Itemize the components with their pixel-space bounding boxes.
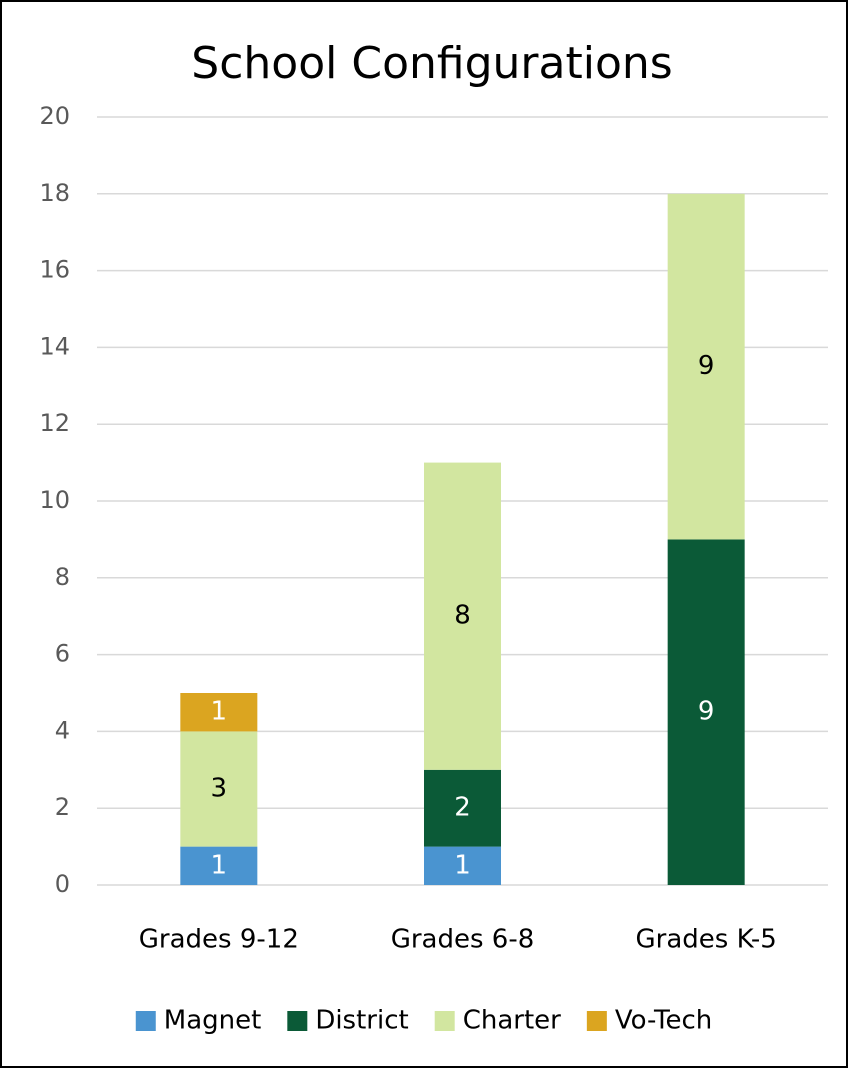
legend-swatch [135,1011,156,1031]
y-tick-label: 6 [55,640,70,668]
bar-segment [180,846,258,885]
y-tick-label: 16 [39,256,70,284]
legend-label: Magnet [164,1006,262,1036]
legend-swatch [434,1011,455,1031]
bar-segment [180,731,258,847]
legend-label: Charter [463,1006,561,1036]
bar-segment [667,193,745,540]
bar-segment [424,769,501,847]
data-label: 3 [211,774,228,804]
legend-swatch [287,1011,308,1031]
data-label: 1 [211,850,228,880]
bar-segment [424,846,501,885]
bar-segment [424,462,501,770]
x-tick-label: Grades 6-8 [391,925,535,955]
data-label: 1 [454,850,471,880]
legend-swatch [586,1011,607,1031]
y-tick-label: 12 [39,409,70,437]
y-tick-label: 10 [39,486,70,514]
y-tick-label: 0 [55,870,70,898]
y-tick-label: 2 [55,793,70,821]
y-tick-label: 14 [39,332,70,360]
y-tick-label: 4 [55,716,70,744]
legend-label: District [315,1006,408,1036]
chart-title: School Configurations [191,38,672,89]
y-tick-label: 18 [39,179,70,207]
data-label: 9 [698,351,715,381]
y-tick-label: 20 [39,102,70,130]
legend-label: Vo-Tech [615,1006,712,1036]
x-tick-label: Grades 9-12 [139,925,299,955]
bar-segment [667,539,745,885]
data-label: 8 [454,601,471,631]
y-tick-label: 8 [55,563,70,591]
x-tick-label: Grades K-5 [636,925,777,955]
data-label: 1 [211,697,228,727]
data-label: 2 [454,793,471,823]
bar-segment [180,693,258,732]
data-label: 9 [698,697,715,727]
